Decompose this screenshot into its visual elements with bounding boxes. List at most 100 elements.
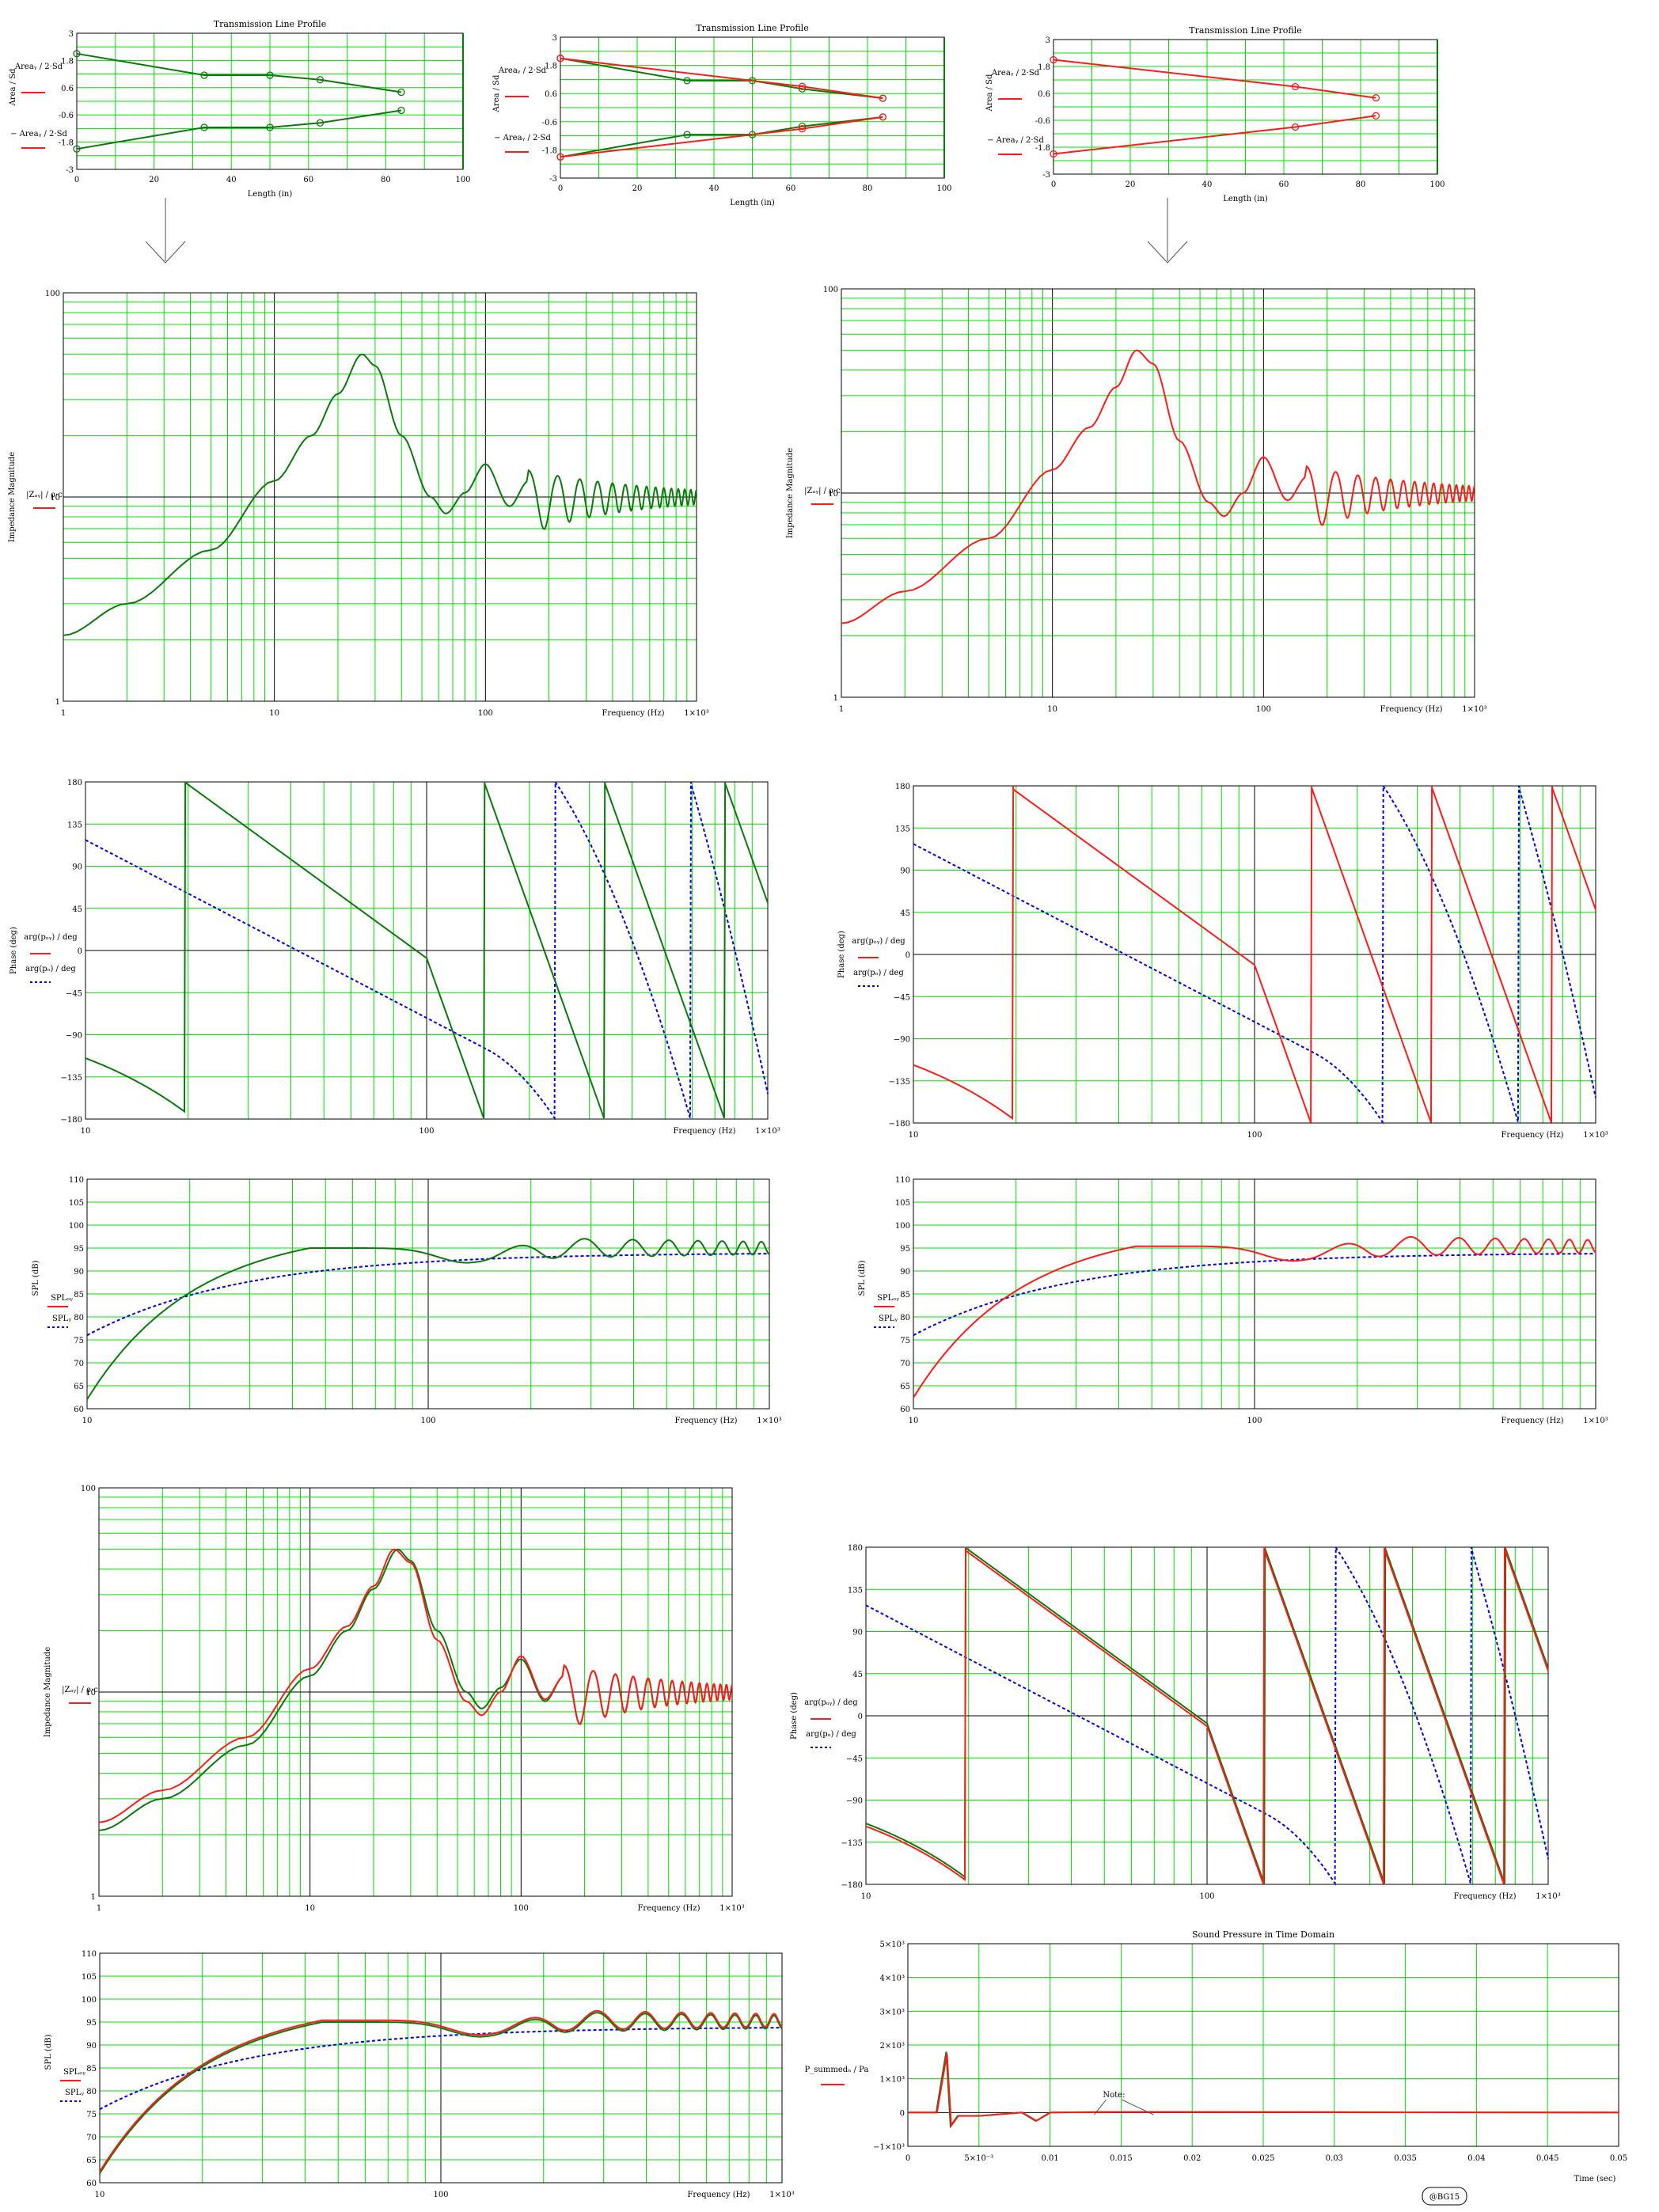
x-tick-label: 10 bbox=[81, 1127, 91, 1136]
profile-point bbox=[316, 76, 325, 84]
y-tick-label: −90 bbox=[66, 1032, 82, 1041]
legend-a: arg(pₒᵧ) / deg bbox=[804, 1698, 858, 1707]
x-tick-label: 100 bbox=[514, 1904, 529, 1913]
down-arrow-head bbox=[1147, 241, 1188, 264]
x-tick-label: 10 bbox=[269, 709, 279, 718]
y-tick-label: 110 bbox=[69, 1176, 84, 1185]
profile-point bbox=[73, 145, 81, 153]
plot-frame bbox=[86, 1178, 770, 1410]
y-tick-label: 100 bbox=[45, 290, 60, 298]
y-tick-label: 85 bbox=[900, 1291, 910, 1300]
plot-frame bbox=[913, 785, 1596, 1124]
x-tick-label: 1 bbox=[839, 705, 844, 714]
y-tick-label: 105 bbox=[69, 1199, 84, 1208]
x-tick-label: 100 bbox=[478, 709, 493, 718]
plot-frame bbox=[85, 781, 769, 1120]
y-tick-label: 0.6 bbox=[545, 90, 557, 99]
legend-a: SPLₒᵧ bbox=[51, 1294, 73, 1303]
x-tick-label: 1×10³ bbox=[757, 1417, 781, 1425]
y-tick-label: 3×10³ bbox=[880, 2008, 905, 2017]
impedance-curve bbox=[63, 353, 697, 636]
x-tick-label: 1 bbox=[61, 709, 66, 718]
profile-chart-3: Transmission Line Profile Length (in) 0 20 4… bbox=[985, 25, 1445, 203]
y-tick-label: 180 bbox=[67, 779, 82, 787]
y-tick-label: 10 bbox=[828, 490, 838, 499]
y-tick-label: 70 bbox=[86, 2134, 97, 2142]
y-tick-label: 45 bbox=[72, 905, 82, 914]
y-tick-label: 75 bbox=[74, 1337, 84, 1345]
y-tick-label: −1×10³ bbox=[873, 2143, 905, 2152]
y-tick-label: 1 bbox=[91, 1893, 96, 1902]
x-tick-label: 0.035 bbox=[1394, 2154, 1417, 2163]
y-tick-label: -1.8 bbox=[542, 146, 557, 155]
x-tick-label: 100 bbox=[1256, 705, 1271, 714]
y-tick-label: 100 bbox=[82, 1996, 97, 2005]
chart-title: Transmission Line Profile bbox=[214, 19, 326, 29]
y-tick-label: 110 bbox=[895, 1176, 910, 1185]
y-tick-label: −180 bbox=[841, 1881, 863, 1890]
y-tick-label: 95 bbox=[74, 1245, 84, 1254]
down-arrow-head bbox=[145, 241, 186, 264]
impedance-chart-overlay: 1 10 100 1×10³ Frequency (Hz) 100 10 1 Impedance… bbox=[44, 1485, 745, 1913]
x-tick-label: 0.045 bbox=[1536, 2154, 1559, 2163]
x-tick-label: 60 bbox=[1279, 180, 1289, 189]
x-tick-label: 100 bbox=[419, 1127, 434, 1136]
y-tick-label: 135 bbox=[67, 821, 82, 829]
spl-chart-overlay: 110 105 100 95 90 85 80 75 70 65 60 10 100 1×10³ Frequ… bbox=[44, 1950, 795, 2199]
y-tick-label: 1.8 bbox=[61, 57, 74, 66]
y-tick-label: 65 bbox=[86, 2157, 97, 2165]
plot-frame bbox=[63, 292, 697, 702]
y-tick-label: 105 bbox=[82, 1973, 97, 1982]
x-axis-label: Frequency (Hz) bbox=[673, 1127, 735, 1136]
y-tick-label: 110 bbox=[82, 1950, 97, 1959]
y-tick-label: 135 bbox=[895, 825, 910, 833]
x-tick-label: 0.05 bbox=[1610, 2154, 1627, 2163]
y-tick-label: -1.8 bbox=[1035, 144, 1050, 153]
y-tick-label: 100 bbox=[823, 286, 838, 294]
legend-a: SPLₒᵧ bbox=[877, 1294, 899, 1303]
x-tick-label: 10 bbox=[1047, 705, 1057, 714]
note-leader bbox=[1094, 2099, 1107, 2115]
x-axis-label: Frequency (Hz) bbox=[687, 2191, 750, 2199]
profile-point bbox=[879, 94, 887, 102]
note-label: Note: bbox=[1103, 2091, 1125, 2100]
y-axis-label: Impedance Magnitude bbox=[44, 1647, 52, 1737]
spl-chart-green: 110 105 100 95 90 85 80 75 70 65 60 10 100 1×10³ Frequ… bbox=[32, 1176, 782, 1425]
legend-top: Areaᵧ / 2·Sd bbox=[14, 63, 63, 71]
y-tick-label: -3 bbox=[549, 175, 557, 184]
x-axis-label: Frequency (Hz) bbox=[674, 1417, 737, 1425]
x-tick-label: 20 bbox=[1126, 180, 1136, 189]
y-tick-label: −135 bbox=[61, 1074, 82, 1083]
x-tick-label: 0.04 bbox=[1467, 2154, 1485, 2163]
x-tick-label: 1×10³ bbox=[684, 709, 708, 718]
impedance-chart-green: 1 10 100 1×10³ Frequency (Hz) 100 10 1 Impedance… bbox=[8, 290, 709, 718]
y-tick-label: 70 bbox=[74, 1360, 84, 1368]
x-tick-label: 100 bbox=[936, 184, 951, 193]
time-domain-chart: Sound Pressure in Time Domain 0 5×10⁻³ 0.01… bbox=[805, 1929, 1628, 2184]
profile-point bbox=[200, 71, 208, 79]
legend-b: SPLᵧ bbox=[52, 1315, 71, 1323]
y-tick-label: 85 bbox=[74, 1291, 84, 1300]
profile-point bbox=[1050, 150, 1057, 158]
x-tick-label: 20 bbox=[632, 184, 643, 193]
y-tick-label: 1.8 bbox=[545, 63, 557, 71]
profile-chart-2: Transmission Line Profile Length (in) 0 20 4… bbox=[492, 23, 952, 207]
profile-point bbox=[316, 119, 325, 127]
y-tick-label: 100 bbox=[895, 1222, 910, 1231]
y-axis-label: SPL (dB) bbox=[858, 1260, 867, 1296]
y-tick-label: 2×10³ bbox=[880, 2042, 905, 2051]
x-axis-label: Length (in) bbox=[1223, 195, 1268, 203]
footer-badge-frame bbox=[1422, 2187, 1467, 2206]
y-tick-label: 180 bbox=[895, 783, 910, 791]
legend-b: arg(pₒ) / deg bbox=[25, 965, 76, 973]
legend-b: SPLᵧ bbox=[879, 1315, 898, 1323]
x-tick-label: 40 bbox=[1202, 180, 1213, 189]
profile-series bbox=[1053, 115, 1376, 155]
phase-curve bbox=[913, 785, 1596, 1123]
legend-label: |Zₐᵧ| / ρ·c bbox=[26, 491, 63, 499]
x-tick-label: 5×10⁻³ bbox=[964, 2154, 993, 2163]
y-axis-label: Area / Sd bbox=[985, 74, 994, 112]
phase-curve-red bbox=[865, 1546, 1549, 1884]
x-axis-label: Frequency (Hz) bbox=[602, 709, 664, 718]
x-tick-label: 10 bbox=[305, 1904, 315, 1913]
